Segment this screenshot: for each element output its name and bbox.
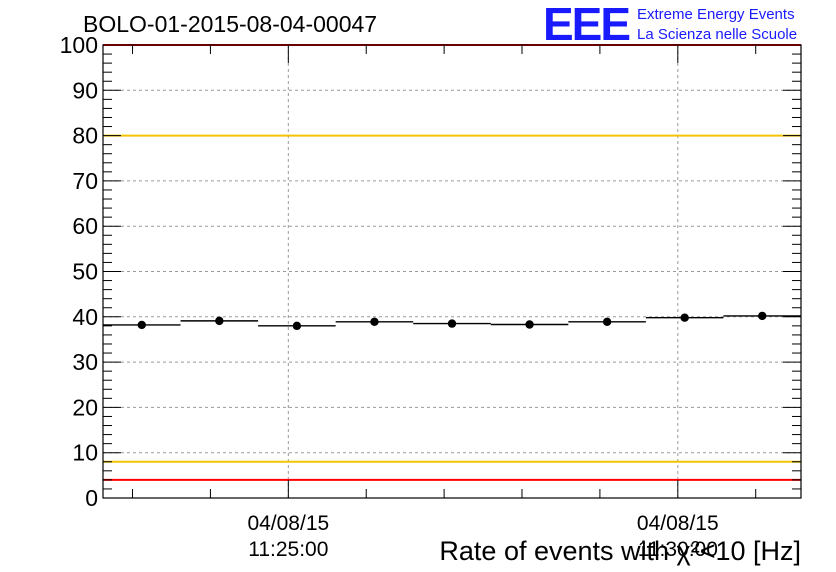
data-point <box>758 311 767 321</box>
y-tick-label: 70 <box>72 168 98 194</box>
y-tick-label: 40 <box>72 304 98 330</box>
eee-logo-line2: La Scienza nelle Scuole <box>637 26 797 43</box>
y-tick-label: 50 <box>72 259 98 285</box>
y-tick-label: 30 <box>72 349 98 375</box>
x-axis-title: Rate of events with χ²<10 [Hz] <box>439 536 801 566</box>
data-point <box>680 313 689 322</box>
data-point <box>602 317 612 326</box>
tick-labels: 0 10 20 30 40 50 60 70 80 90 100 04/08/15 11:25:00 04… <box>60 32 719 561</box>
eee-logo-line1: Extreme Energy Events <box>637 6 795 23</box>
y-tick-label: 0 <box>85 485 98 511</box>
reference-lines <box>103 44 801 481</box>
x-tick-time: 11:25:00 <box>248 538 328 561</box>
x-tick-time: 11:30:00 <box>638 538 718 561</box>
x-tick-date: 04/08/15 <box>637 512 719 535</box>
axis-ticks <box>103 44 801 499</box>
y-tick-label: 100 <box>60 32 98 58</box>
eee-logo-mark: EEE <box>543 0 629 50</box>
y-tick-label: 80 <box>72 123 98 149</box>
x-tick-date: 04/08/15 <box>247 512 329 535</box>
data-point <box>292 321 302 331</box>
chart-title: BOLO-01-2015-08-04-00047 <box>83 11 377 37</box>
y-tick-label: 60 <box>72 213 98 239</box>
data-point <box>370 317 379 326</box>
data-points <box>103 311 801 331</box>
y-tick-label: 20 <box>72 394 98 420</box>
eee-logo: EEE Extreme Energy Events La Scienza nel… <box>543 0 797 50</box>
y-tick-label: 90 <box>72 77 98 103</box>
data-point <box>137 320 146 330</box>
data-point <box>525 320 534 329</box>
data-point <box>215 316 224 326</box>
grid <box>103 45 801 498</box>
data-point <box>447 319 457 328</box>
y-tick-label: 10 <box>72 440 98 466</box>
